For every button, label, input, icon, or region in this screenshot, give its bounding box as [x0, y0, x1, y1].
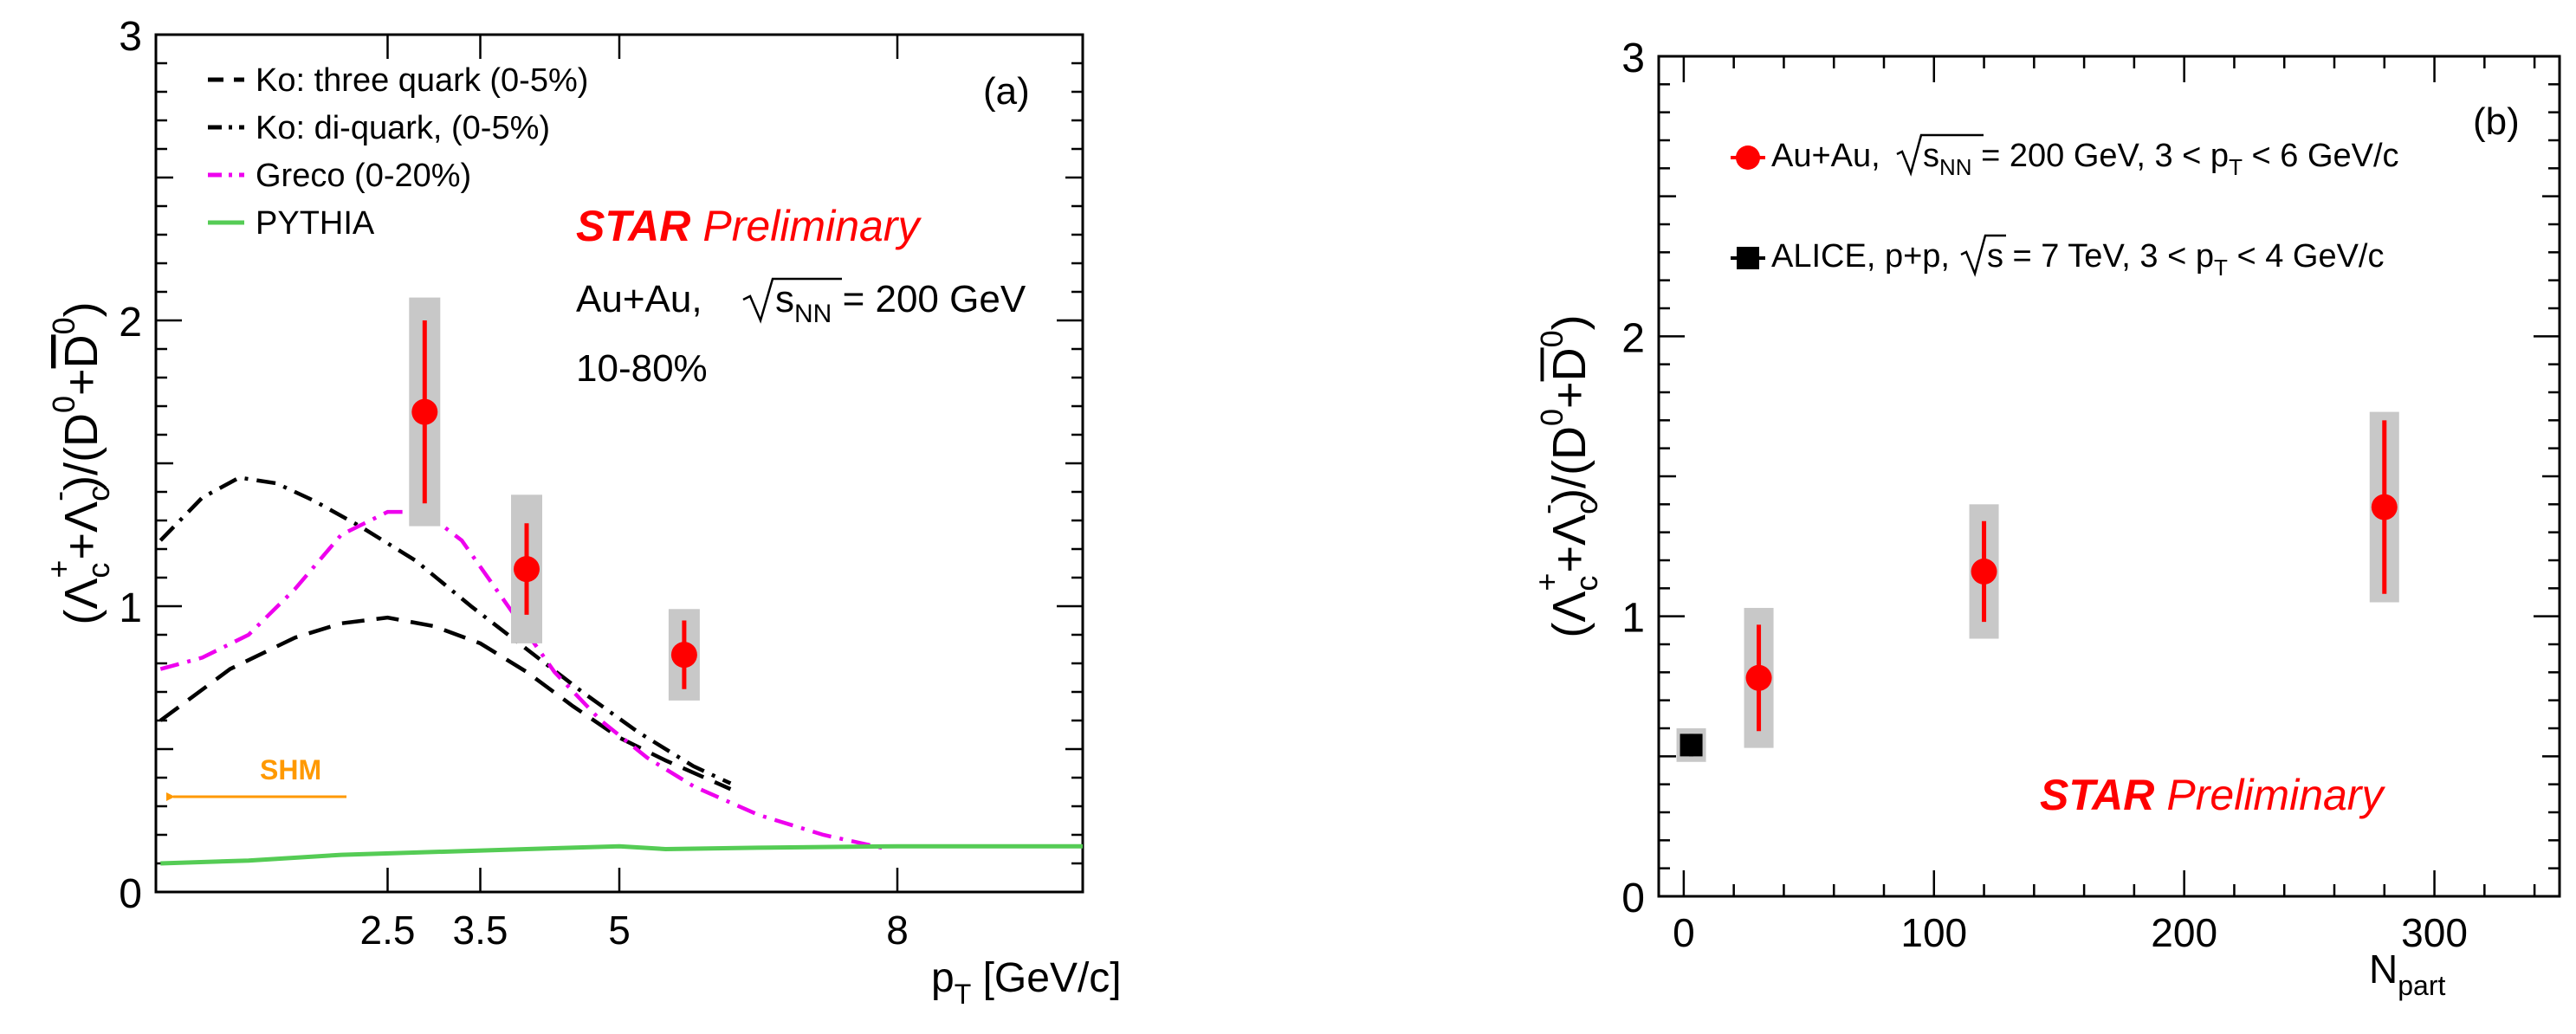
x-tick-label: 2.5 — [360, 908, 416, 953]
y-tick-label: 2 — [119, 300, 142, 346]
auau-data-point — [2369, 411, 2399, 603]
point-marker — [1971, 558, 1997, 585]
point-marker — [514, 556, 540, 583]
x-tick-label: 3.5 — [453, 908, 508, 953]
x-tick-label: 5 — [608, 908, 631, 953]
panel-a-energy-label: sNN = 200 GeV — [775, 278, 1026, 328]
y-tick-label: 0 — [119, 871, 142, 917]
panel-a-sqrt-sign — [742, 277, 842, 324]
panel-a-y-axis-label: (Λc++Λc-)/(D0+D0) — [41, 301, 116, 624]
legend-alice-marker — [1737, 247, 1759, 269]
point-marker — [1745, 664, 1772, 691]
panel-a-label: (a) — [983, 70, 1030, 113]
legend-label: Ko: three quark (0-5%) — [256, 62, 588, 99]
legend-auau-energy: sNN = 200 GeV, 3 < pT < 6 GeV/c — [1923, 138, 2399, 180]
y-tick-label: 2 — [1621, 315, 1645, 361]
point-marker — [670, 642, 697, 669]
legend-label: Ko: di-quark, (0-5%) — [256, 110, 550, 146]
panel-a: 0 1 2 3 2.5 3.5 5 8 (Λc++Λc-)/(D0+D0) pT [GeV/c… — [41, 14, 1122, 1010]
curve-ko-three-quark-0-5 — [159, 615, 732, 792]
panel-b-y-axis-label: (Λc++Λc-)/(D0+D0) — [1529, 314, 1604, 637]
panel-b: 0 1 2 3 0 100 200 300 (Λc++Λc-)/(D0+D0) Npart A… — [1529, 36, 2561, 1001]
panel-b-label: (b) — [2473, 100, 2520, 143]
data-point — [668, 609, 700, 701]
curve-greco-0-20 — [159, 509, 889, 851]
panel-a-system-label: Au+Au, — [576, 278, 702, 320]
x-tick-label: 200 — [2151, 910, 2217, 955]
x-tick-label: 0 — [1673, 910, 1695, 955]
legend-auau-marker — [1736, 145, 1760, 170]
panel-b-star-preliminary: STAR Preliminary — [2040, 771, 2385, 819]
data-point — [511, 494, 542, 643]
legend-auau-sqrt-sign — [1896, 133, 1984, 177]
alice-data-point — [1676, 728, 1706, 762]
auau-data-point — [1969, 504, 1999, 639]
legend-label: PYTHIA — [256, 205, 375, 242]
point-marker — [1680, 733, 1703, 757]
panel-a-centrality: 10-80% — [576, 347, 708, 390]
legend-alice-label: ALICE, p+p, — [1771, 238, 1950, 275]
legend-alice-energy: s = 7 TeV, 3 < pT < 4 GeV/c — [1987, 238, 2384, 281]
y-tick-label: 3 — [1621, 36, 1645, 81]
y-tick-label: 3 — [119, 14, 142, 60]
panel-b-legend: Au+Au, sNN = 200 GeV, 3 < pT < 6 GeV/c A… — [1731, 133, 2399, 281]
point-marker — [411, 398, 438, 425]
y-tick-label: 0 — [1621, 876, 1645, 921]
legend-label: Greco (0-20%) — [256, 158, 471, 194]
y-tick-label: 1 — [1621, 596, 1645, 642]
legend-auau-label: Au+Au, — [1771, 138, 1880, 174]
auau-data-point — [1744, 607, 1774, 748]
x-tick-label: 300 — [2401, 910, 2468, 955]
legend-alice-sqrt-sign — [1960, 234, 2006, 277]
panel-a-star-preliminary: STAR Preliminary — [576, 202, 922, 250]
y-tick-label: 1 — [119, 585, 142, 631]
panel-a-legend: Ko: three quark (0-5%) Ko: di-quark, (0-5… — [208, 62, 588, 242]
x-tick-label: 8 — [886, 908, 909, 953]
panel-a-x-axis-label: pT [GeV/c] — [931, 955, 1122, 1010]
x-tick-label: 100 — [1900, 910, 1967, 955]
curve-pythia — [160, 843, 1083, 866]
data-point — [409, 297, 441, 527]
point-marker — [2371, 494, 2398, 520]
shm-label: SHM — [260, 754, 321, 785]
panel-b-x-axis-label: Npart — [2369, 947, 2445, 1001]
